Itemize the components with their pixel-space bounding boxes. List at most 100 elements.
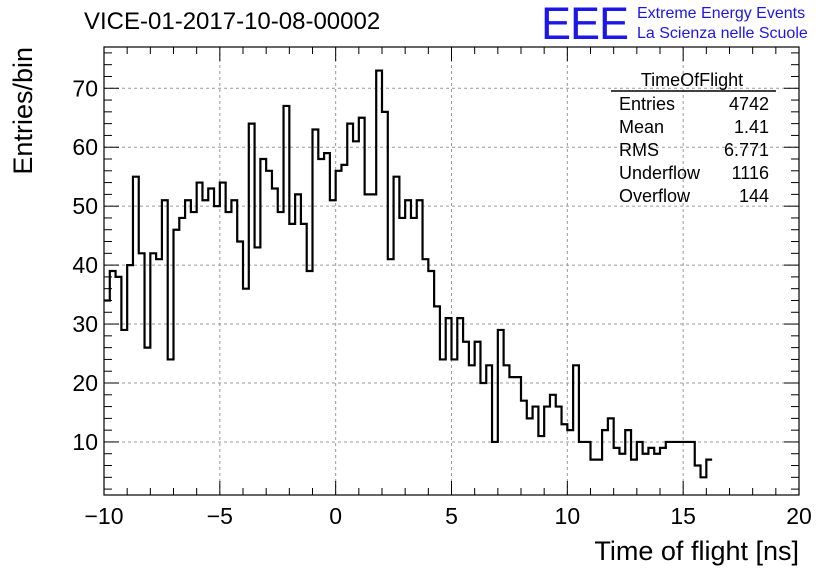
histogram-bin — [411, 218, 417, 495]
stats-box: TimeOfFlight Entries 4742 Mean 1.41 RMS 6.771 U… — [611, 70, 776, 206]
histogram-bin — [168, 359, 174, 495]
y-tick-label: 70 — [72, 75, 98, 101]
histogram-bin — [614, 448, 620, 495]
histogram-bin — [550, 395, 556, 495]
x-tick-label: −10 — [84, 503, 123, 529]
x-tick-label: 5 — [445, 503, 458, 529]
histogram-bin — [174, 230, 180, 495]
histogram-bin — [150, 253, 156, 495]
histogram-bin — [695, 466, 701, 495]
histogram-bin — [301, 224, 307, 495]
histogram-bin — [370, 194, 376, 495]
histogram-step-line — [104, 69, 713, 479]
histogram-bin — [643, 454, 649, 495]
eee-brand: EEE Extreme Energy Events La Scienza nel… — [541, 0, 831, 49]
histogram-bin — [509, 377, 515, 495]
histogram-bin — [365, 194, 371, 495]
histogram-bin — [145, 348, 151, 495]
histogram-bin — [631, 460, 637, 495]
histogram-bin — [127, 265, 133, 495]
stats-label: Entries — [619, 94, 675, 114]
histogram-bin — [226, 212, 232, 495]
histogram-bin — [683, 442, 689, 495]
histogram-bin — [266, 171, 272, 495]
histogram-bin — [179, 218, 185, 495]
histogram-bin — [278, 212, 284, 495]
histogram-bin — [197, 183, 203, 495]
histogram-bin — [602, 430, 608, 495]
histogram-bin — [648, 448, 654, 495]
stats-label: RMS — [619, 140, 659, 160]
histogram-bin — [689, 442, 695, 495]
histogram-bin — [585, 442, 591, 495]
histogram-bin — [359, 118, 365, 495]
histogram-bin — [417, 200, 423, 495]
y-tick-label: 30 — [72, 311, 98, 337]
x-tick-label: 20 — [786, 503, 812, 529]
histogram-bin — [562, 424, 568, 495]
y-tick-label: 60 — [72, 134, 98, 160]
histogram-bin — [139, 253, 145, 495]
histogram-bin — [660, 448, 666, 495]
histogram-bin — [498, 330, 504, 495]
y-tick-label: 40 — [72, 252, 98, 278]
histogram-bin — [191, 212, 197, 495]
histogram-bin — [284, 106, 290, 495]
stats-label: Mean — [619, 117, 664, 137]
histogram-bin — [521, 401, 527, 495]
histogram-bin — [336, 171, 342, 495]
stats-value: 1.41 — [734, 117, 769, 137]
histogram-bin — [347, 124, 353, 495]
histogram-bin — [591, 460, 597, 495]
histogram-bin — [341, 165, 347, 495]
histogram-bin — [475, 342, 481, 495]
histogram-bin — [452, 359, 458, 495]
histogram-bin — [434, 306, 440, 495]
x-tick-label: −5 — [207, 503, 233, 529]
histogram-bin — [382, 112, 388, 495]
histogram-bin — [637, 442, 643, 495]
histogram-bin — [573, 365, 579, 495]
histogram-bin — [428, 271, 434, 495]
histogram-bin — [706, 460, 712, 495]
stats-value: 1116 — [732, 163, 769, 183]
histogram-bin — [423, 259, 429, 495]
histogram-bin — [295, 194, 301, 495]
histogram-bin — [388, 259, 394, 495]
histogram-bin — [208, 188, 214, 495]
histogram — [104, 69, 713, 495]
histogram-bin — [353, 141, 359, 495]
histogram-bin — [231, 200, 237, 495]
x-tick-label: 0 — [329, 503, 342, 529]
histogram-bin — [185, 200, 191, 495]
histogram-bin — [533, 407, 539, 495]
histogram-bin — [260, 159, 266, 495]
histogram-bin — [579, 442, 585, 495]
histogram-bin — [318, 159, 324, 495]
eee-logo: EEE — [541, 0, 629, 49]
histogram-bin — [289, 224, 295, 495]
histogram-bin — [446, 318, 452, 495]
histogram-bin — [116, 277, 122, 495]
histogram-bin — [440, 359, 446, 495]
histogram-bin — [133, 177, 139, 495]
histogram-bin — [625, 430, 631, 495]
histogram-bin — [492, 442, 498, 495]
histogram-bin — [272, 188, 278, 495]
histogram-bin — [515, 377, 521, 495]
histogram-bin — [249, 124, 255, 495]
grid — [104, 47, 799, 495]
histogram-bin — [457, 318, 463, 495]
histogram-bin — [556, 407, 562, 495]
histogram-bin — [544, 407, 550, 495]
histogram-bin — [324, 153, 330, 495]
y-axis-label: Entries/bin — [8, 47, 38, 175]
y-tick-label: 20 — [72, 370, 98, 396]
histogram-bin — [677, 442, 683, 495]
histogram-bin — [243, 289, 249, 495]
x-tick-label: 10 — [555, 503, 581, 529]
stats-value: 6.771 — [724, 140, 769, 160]
histogram-bin — [255, 247, 261, 495]
